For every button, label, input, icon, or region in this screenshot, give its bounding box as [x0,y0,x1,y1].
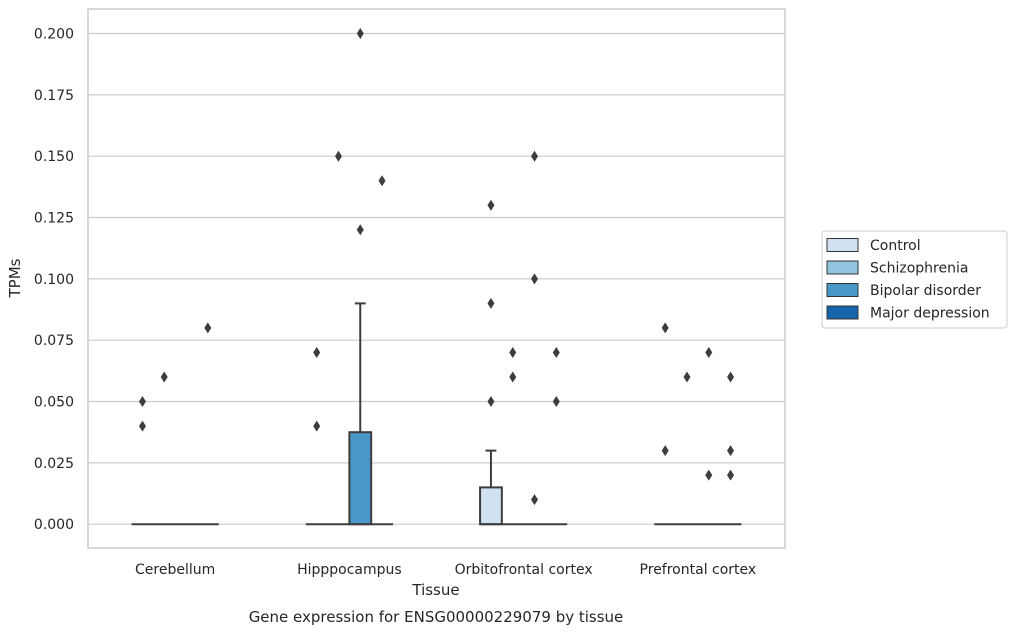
outlier-point [531,150,539,162]
y-tick-label: 0.150 [34,149,74,165]
x-tick-label: Cerebellum [135,562,215,578]
x-axis-label: Tissue [411,581,459,599]
y-tick-label: 0.000 [34,517,74,533]
outlier-point [705,469,713,481]
outlier-point [552,346,560,358]
y-tick-label: 0.125 [34,211,74,227]
outlier-point [160,371,168,383]
outlier-point [313,346,321,358]
legend-label: Bipolar disorder [870,283,981,299]
box-body [479,486,503,526]
y-tick-label: 0.050 [34,395,74,411]
outlier-point [356,224,364,236]
outlier-point [356,28,364,40]
outlier-layer [138,28,735,506]
outlier-point [378,175,386,187]
outlier-point [727,371,735,383]
y-tick-label: 0.175 [34,88,74,104]
x-tick-label: Hipppocampus [297,562,402,578]
outlier-point [531,273,539,285]
outlier-point [509,346,517,358]
outlier-point [661,445,669,457]
chart-caption: Gene expression for ENSG00000229079 by t… [249,608,624,626]
legend-items: Control Schizophrenia Bipolar disorder Majo… [826,238,990,322]
outlier-point [334,150,342,162]
outlier-point [138,396,146,408]
legend-frame [821,230,1008,329]
outlier-point [705,346,713,358]
outlier-point [487,396,495,408]
box [348,302,373,526]
box-body [348,431,373,526]
x-tick-label: Orbitofrontal cortex [455,562,593,578]
y-tick-labels: 0.000 0.025 0.050 0.075 0.100 0.125 0.150 0.175… [34,27,74,534]
box [479,449,503,526]
legend-label: Control [870,238,921,254]
outlier-point [727,445,735,457]
outlier-point [487,199,495,211]
outlier-point [509,371,517,383]
legend-label: Schizophrenia [870,261,968,277]
outlier-point [313,420,321,432]
outlier-point [138,420,146,432]
legend-swatch [826,283,859,297]
x-tick-labels: Cerebellum Hipppocampus Orbitofrontal cort… [135,562,756,578]
outlier-point [552,396,560,408]
y-tick-label: 0.075 [34,333,74,349]
x-tick-label: Prefrontal cortex [640,562,757,578]
outlier-point [204,322,212,334]
outlier-point [727,469,735,481]
outlier-point [683,371,691,383]
grid-layer [88,32,785,525]
y-tick-label: 0.025 [34,456,74,472]
outlier-point [531,494,539,506]
y-axis-label: TPMs [6,258,24,298]
legend: Control Schizophrenia Bipolar disorder Majo… [821,230,1008,329]
legend-label: Major depression [870,306,990,322]
box-layer [131,302,742,526]
legend-swatch [826,305,859,320]
y-tick-label: 0.100 [34,272,74,288]
y-tick-label: 0.200 [34,27,74,43]
plot-frame [87,8,786,549]
outlier-point [487,297,495,309]
outlier-point [661,322,669,334]
legend-swatch [826,260,859,275]
legend-swatch [826,238,859,252]
